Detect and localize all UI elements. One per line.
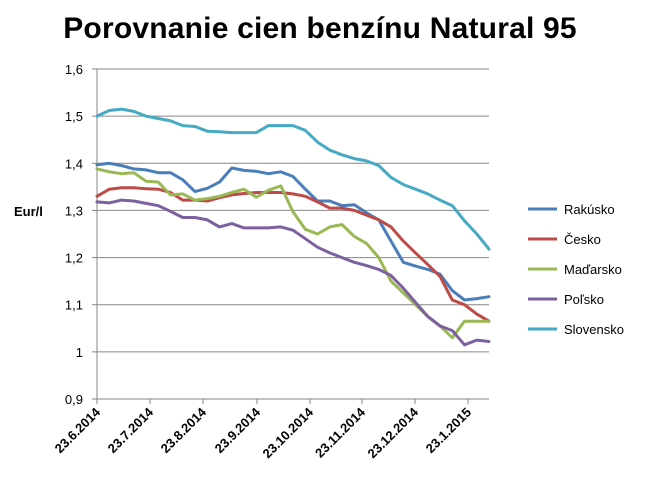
x-tick-label: 23.12.2014 [364, 404, 421, 461]
legend-label: Česko [564, 232, 601, 247]
y-tick-label: 1,6 [65, 62, 83, 77]
y-tick-label: 1 [76, 345, 83, 360]
legend-label: Poľsko [564, 292, 604, 307]
series-line [95, 198, 491, 347]
legend-label: Rakúsko [564, 202, 615, 217]
y-tick-label: 1,2 [65, 251, 83, 266]
y-tick-label: 1,1 [65, 298, 83, 313]
x-axis-ticks: 23.6.2014 23.7.2014 23.8.2014 23.9.201423.1… [52, 399, 475, 461]
x-tick-label: 23.6.2014 [52, 404, 104, 456]
x-tick-label: 23.10.2014 [259, 404, 316, 461]
legend: Rakúsko Česko Maďarsko Poľsko Slovensko [528, 202, 624, 337]
legend-label: Maďarsko [564, 262, 622, 277]
chart-title: Porovnanie cien benzínu Natural 95 [63, 12, 577, 45]
y-tick-label: 1,4 [65, 156, 83, 171]
series-line [95, 161, 491, 302]
y-tick-label: 1,5 [65, 109, 83, 124]
y-axis-ticks: 0,9 1 1,1 1,2 1,3 1,4 1,5 1,6 [65, 62, 97, 407]
x-tick-label: 23.11.2014 [312, 404, 369, 461]
x-tick-label: 23.1.2015 [423, 405, 475, 457]
y-tick-label: 0,9 [65, 392, 83, 407]
series-line [95, 186, 491, 323]
x-tick-label: 23.8.2014 [158, 404, 210, 456]
x-tick-label: 23.9.2014 [212, 404, 264, 456]
series-line [95, 107, 491, 251]
legend-label: Slovensko [564, 322, 624, 337]
axes [96, 69, 489, 400]
y-axis-label: Eur/l [14, 204, 43, 219]
y-tick-label: 1,3 [65, 203, 83, 218]
x-tick-label: 23.7.2014 [105, 404, 157, 456]
series-lines [95, 107, 491, 347]
